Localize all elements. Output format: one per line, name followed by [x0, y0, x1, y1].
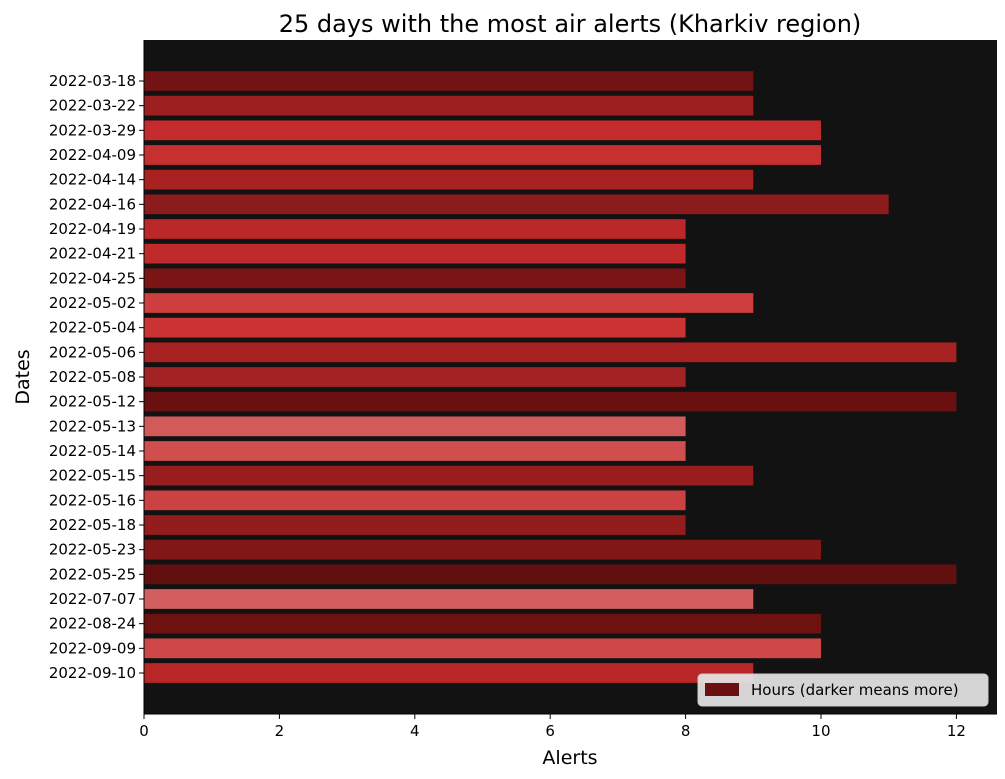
bar [144, 663, 754, 683]
legend: Hours (darker means more) [697, 673, 989, 707]
x-tick-label: 8 [681, 722, 691, 740]
y-tick-label: 2022-03-29 [49, 121, 136, 139]
y-tick-label: 2022-04-19 [49, 220, 136, 238]
x-tick-label: 12 [947, 722, 966, 740]
x-tick-label: 0 [139, 722, 149, 740]
y-tick-label: 2022-05-08 [49, 368, 136, 386]
bar [144, 317, 686, 338]
y-tick-label: 2022-05-12 [49, 393, 136, 411]
bar [144, 564, 957, 585]
y-tick-label: 2022-04-16 [49, 195, 136, 213]
bar [144, 441, 686, 461]
y-tick-label: 2022-05-14 [49, 442, 136, 460]
x-tick-label: 6 [545, 722, 555, 740]
bar [144, 515, 686, 535]
bar [144, 539, 821, 560]
bar [144, 465, 754, 486]
bar [144, 416, 686, 437]
y-tick-label: 2022-05-06 [49, 343, 136, 361]
y-tick-label: 2022-05-16 [49, 491, 136, 509]
bar [144, 194, 889, 215]
y-tick-label: 2022-09-09 [49, 639, 136, 657]
x-tick-label: 4 [410, 722, 420, 740]
x-tick-label: 2 [275, 722, 285, 740]
y-tick-label: 2022-04-14 [49, 171, 136, 189]
y-axis-ticks: 2022-03-18 2022-03-22 2022-03-29 2022-04-09… [49, 72, 144, 682]
bar [144, 268, 686, 289]
y-tick-label: 2022-05-25 [49, 565, 136, 583]
bar [144, 71, 754, 91]
y-tick-label: 2022-03-18 [49, 72, 136, 90]
bar [144, 342, 957, 363]
bar [144, 169, 754, 190]
y-tick-label: 2022-08-24 [49, 615, 136, 633]
x-axis-label: Alerts [542, 747, 597, 769]
legend-box [697, 673, 989, 707]
y-tick-label: 2022-05-18 [49, 516, 136, 534]
y-tick-label: 2022-09-10 [49, 664, 136, 682]
y-tick-label: 2022-04-25 [49, 269, 136, 287]
x-axis-ticks: 0 2 4 6 8 10 12 [139, 714, 966, 740]
bar [144, 95, 754, 116]
bar [144, 293, 754, 313]
y-tick-label: 2022-04-21 [49, 245, 136, 263]
bar [144, 145, 821, 165]
bar [144, 391, 957, 412]
legend-swatch [705, 683, 739, 696]
bars-group [144, 71, 957, 683]
bar [144, 490, 686, 511]
bar [144, 243, 686, 264]
y-tick-label: 2022-04-09 [49, 146, 136, 164]
y-tick-label: 2022-05-02 [49, 294, 136, 312]
bar [144, 219, 686, 239]
legend-label: Hours (darker means more) [751, 681, 959, 699]
bar [144, 638, 821, 659]
y-tick-label: 2022-05-04 [49, 319, 136, 337]
bar [144, 120, 821, 141]
bar [144, 589, 754, 609]
y-tick-label: 2022-05-13 [49, 417, 136, 435]
y-axis-label: Dates [12, 349, 34, 404]
chart-title: 25 days with the most air alerts (Kharki… [279, 10, 862, 38]
bar [144, 367, 686, 387]
y-tick-label: 2022-07-07 [49, 590, 136, 608]
y-tick-label: 2022-05-23 [49, 541, 136, 559]
bar [144, 613, 821, 634]
y-tick-label: 2022-05-15 [49, 467, 136, 485]
y-tick-label: 2022-03-22 [49, 97, 136, 115]
x-tick-label: 10 [811, 722, 830, 740]
